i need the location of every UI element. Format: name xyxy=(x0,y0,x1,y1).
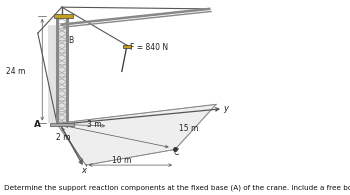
Text: 10 m: 10 m xyxy=(112,156,132,165)
Bar xyxy=(54,14,73,18)
Text: 24 m: 24 m xyxy=(6,67,26,76)
Text: 15 m: 15 m xyxy=(179,124,198,133)
Bar xyxy=(123,45,131,48)
Text: 3 m: 3 m xyxy=(87,120,102,129)
Text: y: y xyxy=(223,104,228,113)
Text: A: A xyxy=(34,120,41,129)
Text: 2 m: 2 m xyxy=(56,133,71,142)
Polygon shape xyxy=(57,104,216,165)
Bar xyxy=(50,123,74,126)
Text: x: x xyxy=(82,166,86,175)
Text: B: B xyxy=(68,36,73,45)
Text: F = 840 N: F = 840 N xyxy=(131,43,169,51)
Polygon shape xyxy=(48,25,69,123)
Text: Determine the support reaction components at the fixed base (A) of the crane. In: Determine the support reaction component… xyxy=(4,185,350,191)
Text: C: C xyxy=(174,148,179,157)
